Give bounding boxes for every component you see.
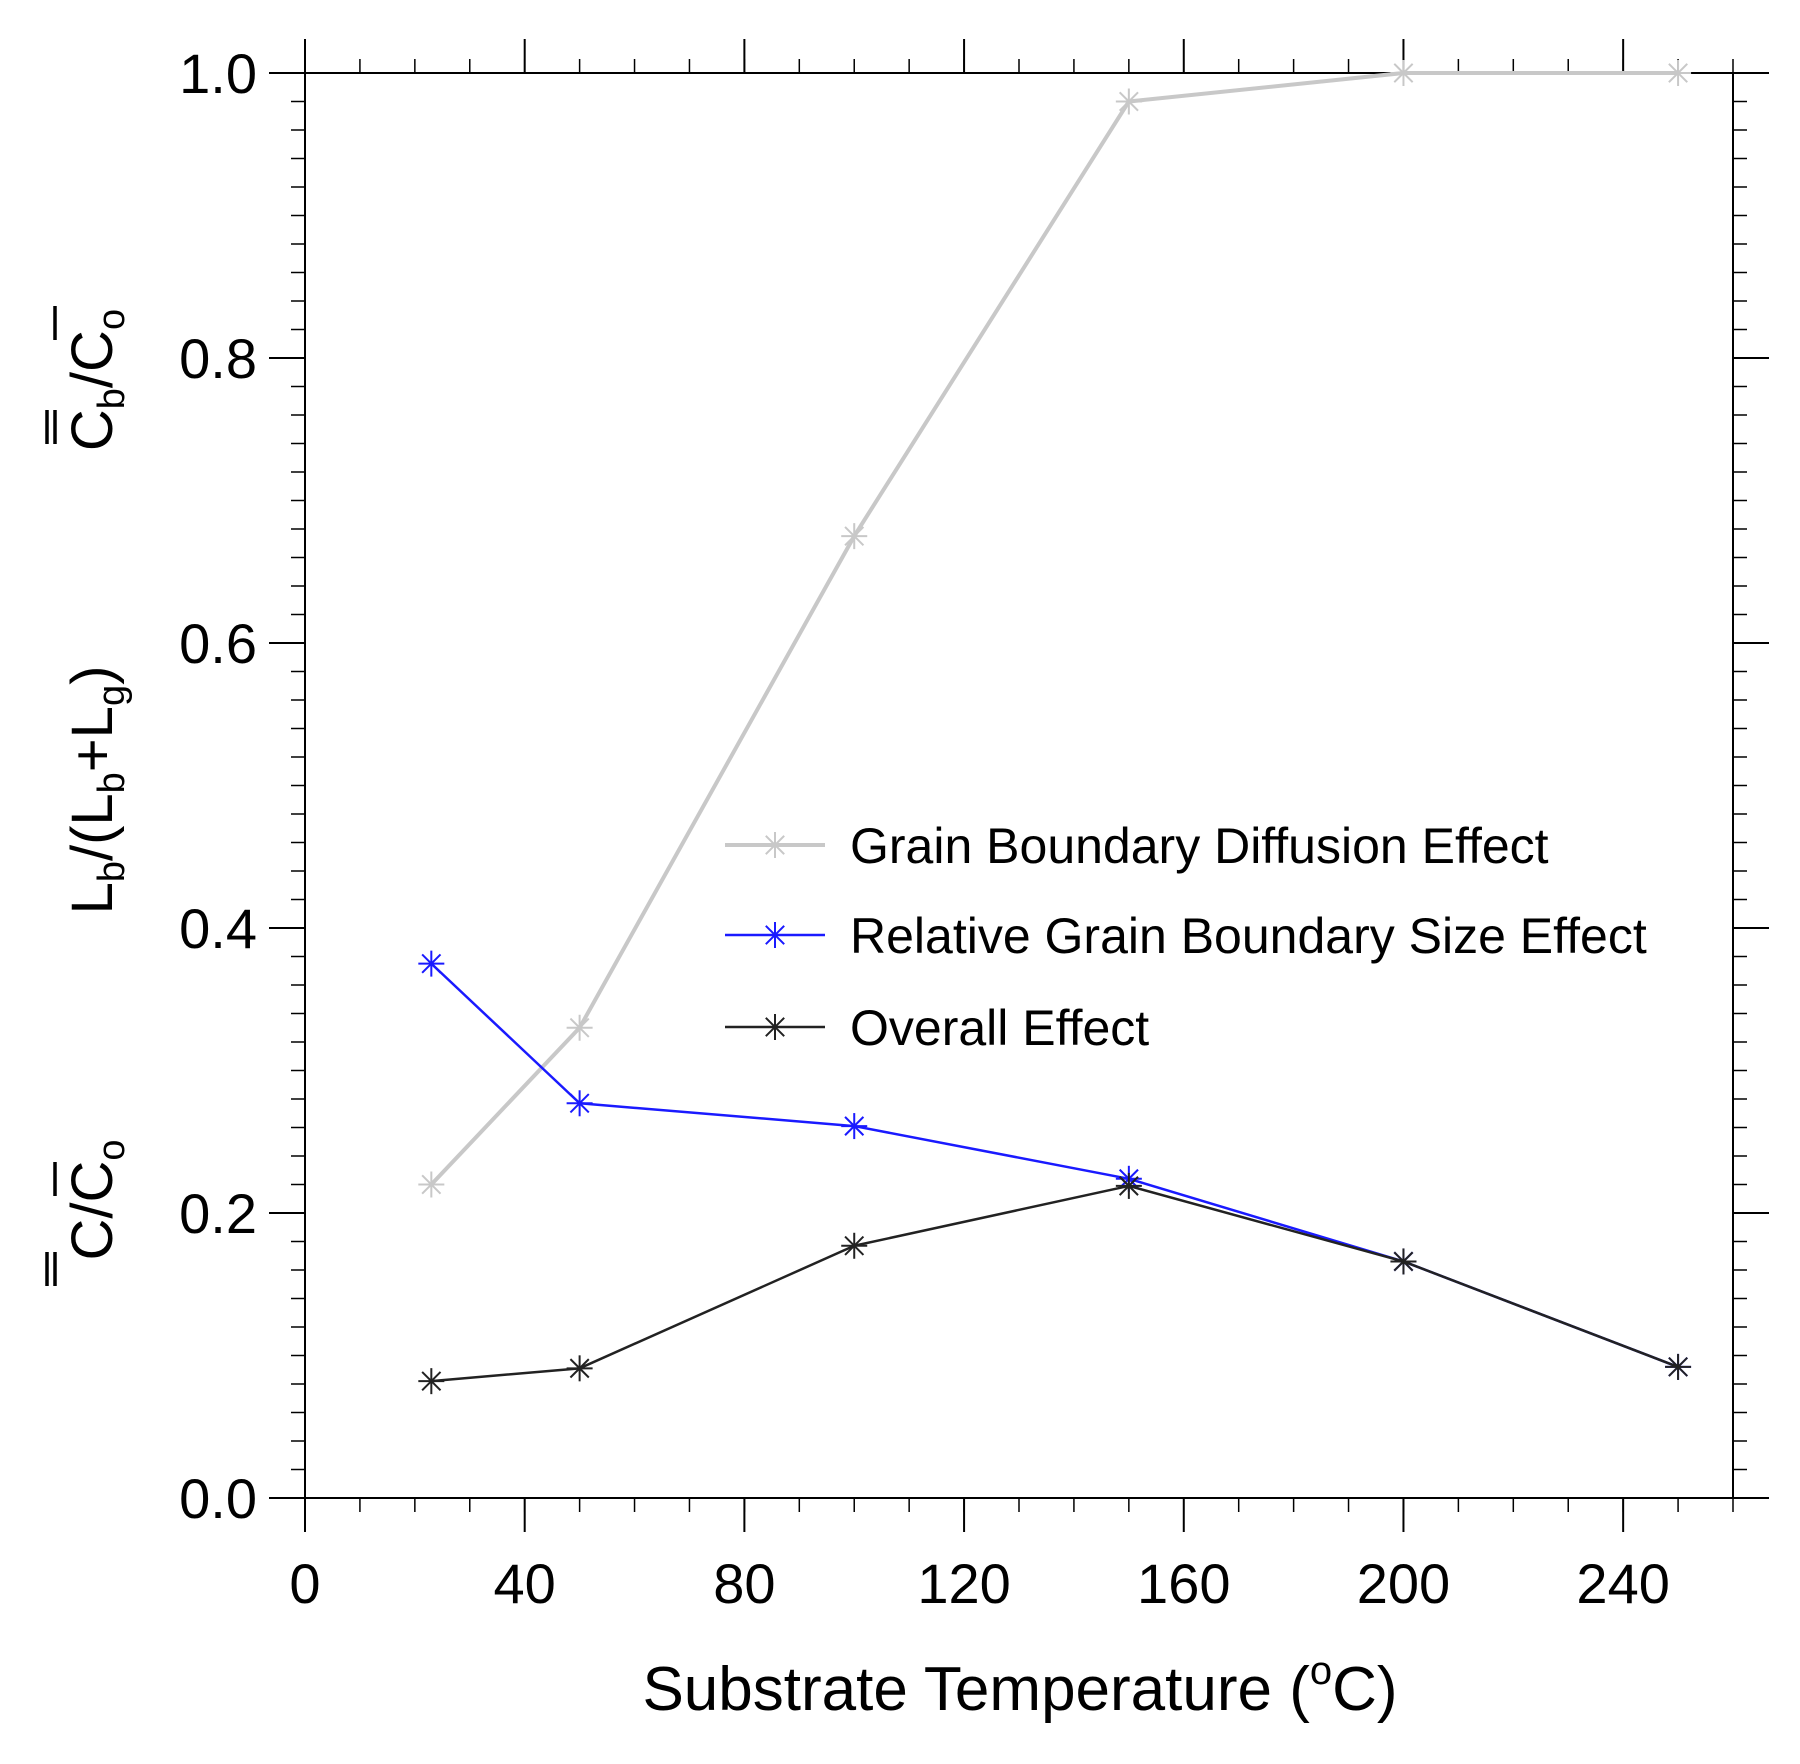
legend-label: Relative Grain Boundary Size Effect [850,908,1647,964]
series-line [429,71,1679,1186]
legend-item: Relative Grain Boundary Size Effect [725,908,1647,964]
data-point [1665,1353,1692,1380]
legend-item: Grain Boundary Diffusion Effect [725,818,1549,874]
data-point [841,1113,868,1140]
data-point [1390,60,1417,86]
series-line [431,1184,1679,1383]
legend: Grain Boundary Diffusion Effect Relative … [725,818,1647,1056]
y-tick-label: 1.0 [179,42,257,105]
legend-swatch-marker [762,1014,788,1040]
legend-item: Overall Effect [725,1000,1149,1056]
data-point [418,1171,445,1198]
legend-swatch-marker [762,832,788,858]
y-axis-title-cb-co: Cb/Co [60,309,133,451]
y-axis-title-lb: Lb/(Lb+Lg) [60,666,133,915]
x-tick-label: 240 [1576,1552,1669,1615]
data-point [841,523,868,550]
legend-swatch-marker [762,922,788,948]
data-point [841,1232,868,1259]
y-tick-label: 0.8 [179,327,257,390]
x-tick-label: 160 [1137,1552,1230,1615]
series-0 [418,60,1692,1198]
y-tick-label: 0.4 [179,897,257,960]
x-axis-title: Substrate Temperature (oC) [642,1649,1397,1724]
axes: 0 40 80 120 160 200 240 0.0 0.2 0.4 0.6 0.8 1.0 [179,39,1769,1615]
y-axis-title-c-co: C/Co [60,1139,133,1260]
legend-label: Grain Boundary Diffusion Effect [850,818,1549,874]
y-tick-label: 0.6 [179,612,257,675]
data-point [1115,88,1142,115]
plot-frame [304,72,1734,1499]
x-tick-label: 200 [1357,1552,1450,1615]
y-tick-label: 0.0 [179,1467,257,1530]
data-point [566,1090,593,1117]
data-point [418,950,445,977]
series-layer [418,60,1692,1395]
data-point [1665,60,1692,86]
x-tick-label: 120 [917,1552,1010,1615]
data-point [418,1368,445,1395]
x-tick-label: 80 [713,1552,775,1615]
y-tick-label: 0.2 [179,1182,257,1245]
series-2 [418,1172,1692,1395]
data-point [1390,1248,1417,1275]
data-point [566,1355,593,1382]
x-tick-label: 0 [289,1552,320,1615]
data-point [1115,1172,1142,1199]
legend-label: Overall Effect [850,1000,1149,1056]
data-point [566,1014,593,1041]
x-tick-label: 40 [494,1552,556,1615]
